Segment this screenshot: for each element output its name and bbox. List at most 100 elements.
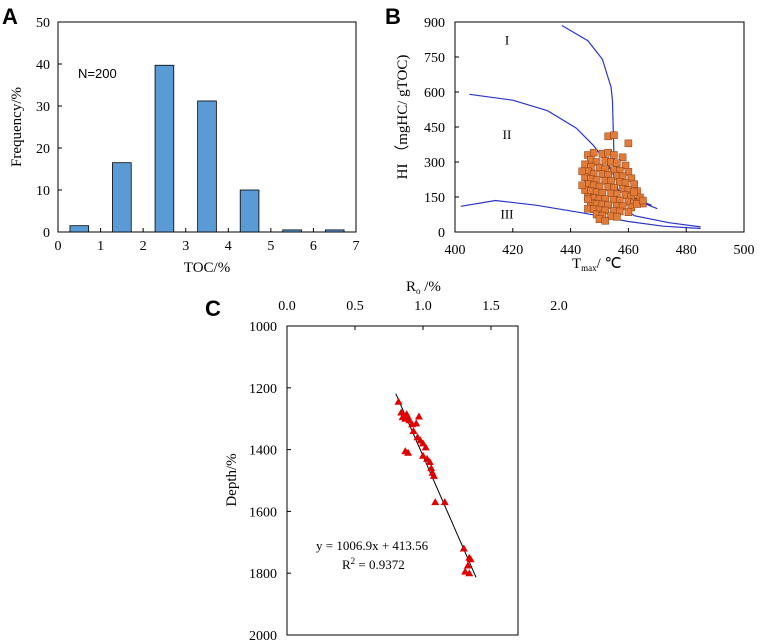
chart-a-x-tick-label: 4	[225, 239, 232, 254]
chart-c-point	[414, 412, 423, 420]
chart-b-y-tick-label: 0	[438, 226, 445, 241]
chart-b-x-tick-label: 480	[676, 243, 697, 258]
chart-b-point	[584, 195, 592, 204]
chart-c-point	[425, 457, 434, 465]
chart-c-x-tick-label: 1.0	[414, 299, 432, 314]
chart-b-x-tick-label: 440	[560, 243, 581, 258]
chart-b-point	[639, 196, 647, 205]
chart-a-x-tick-label: 3	[182, 239, 189, 254]
chart-c-point	[440, 498, 449, 506]
chart-a-y-ticks: 0 10 20 30 40 50	[36, 16, 62, 241]
chart-b-point	[601, 217, 610, 225]
chart-b-y-axis-title: HI （mgHC/ gTOC)	[394, 55, 411, 180]
chart-c-point	[419, 451, 427, 459]
chart-a-sample-count: N=200	[78, 66, 117, 81]
chart-c-y-ticks: 1000 1200 1400 1600 1800 2000	[249, 320, 291, 643]
chart-b-x-tick-label: 400	[445, 243, 466, 258]
chart-b-y-tick-label: 150	[424, 191, 445, 206]
chart-c-x-tick-label: 1.5	[482, 299, 500, 314]
chart-a-bar	[239, 189, 260, 233]
chart-c-plot-frame	[286, 325, 519, 636]
chart-b-point	[624, 208, 633, 216]
chart-a-x-tick-label: 0	[55, 239, 62, 254]
chart-b-point	[630, 188, 638, 197]
chart-c-point	[394, 397, 403, 405]
chart-a-y-tick-label: 10	[36, 184, 50, 199]
chart-a-bar	[197, 100, 217, 233]
chart-a-y-tick-label: 40	[36, 58, 50, 73]
chart-c-equation: y = 1006.9x + 413.56	[316, 538, 429, 553]
chart-c-x-axis-sub: o	[416, 286, 421, 296]
chart-c-r2-value: = 0.9372	[355, 557, 405, 572]
chart-c-y-tick-label: 1000	[249, 320, 277, 335]
chart-c-point	[421, 443, 430, 451]
chart-c-y-tick-label: 1200	[249, 382, 277, 397]
chart-b-point	[578, 181, 586, 190]
chart-c-y-tick-label: 1800	[249, 567, 277, 582]
chart-c-point	[427, 464, 436, 472]
chart-b-zone-label: I	[505, 33, 509, 48]
chart-b-x-axis-main: T	[572, 256, 581, 272]
chart-c-r2-label: R	[342, 557, 351, 572]
chart-b-x-axis-sub: max	[581, 263, 597, 273]
chart-c-point	[409, 427, 418, 435]
chart-b-y-tick-label: 900	[424, 16, 445, 31]
chart-c-point	[419, 439, 427, 447]
chart-a-bars	[69, 64, 345, 233]
chart-a-y-tick-label: 30	[36, 100, 50, 115]
chart-a-y-tick-label: 50	[36, 16, 50, 31]
chart-b-point	[610, 131, 618, 139]
chart-c-x-axis-unit: /%	[421, 279, 441, 295]
chart-c-point	[466, 555, 475, 563]
chart-a-x-tick-label: 6	[310, 239, 317, 254]
chart-c-point	[412, 419, 421, 427]
chart-b-x-tick-label: 420	[502, 243, 523, 258]
chart-c-points	[394, 397, 475, 577]
chart-b-x-ticks: 400 420 440 460 480 500	[445, 228, 755, 258]
chart-b-y-ticks: 0 150 300 450 600 750 900	[424, 16, 459, 241]
chart-c-x-axis-title: Ro /%	[406, 279, 441, 296]
chart-c-point	[459, 544, 468, 552]
chart-c-point	[401, 447, 410, 455]
chart-b-point	[624, 139, 633, 148]
chart-a-bar	[324, 229, 345, 233]
chart-a-x-tick-label: 5	[267, 239, 274, 254]
chart-b-point	[618, 153, 627, 162]
chart-a-x-tick-label: 2	[140, 239, 147, 254]
chart-a-x-ticks: 0 1 2 3 4 5 6 7	[55, 228, 360, 254]
chart-c-point	[431, 498, 440, 506]
chart-c-y-tick-label: 1400	[249, 444, 277, 459]
chart-a: A 0 1 2 3 4 5 6 7 0 10 20 30 40 50 N=200 TOC/% Frequ…	[2, 4, 360, 276]
chart-c: C Ro /% 0.0 0.5 1.0 1.5 2.0 1000 1200 1400 1600…	[205, 279, 568, 643]
chart-a-x-tick-label: 1	[97, 239, 104, 254]
chart-b-point	[589, 148, 598, 157]
chart-b-curve-type-III	[460, 199, 701, 230]
chart-b-point	[578, 167, 586, 176]
chart-c-point	[465, 569, 474, 577]
chart-c-point	[429, 471, 438, 479]
chart-a-y-tick-label: 0	[43, 226, 50, 241]
panel-letter-c: C	[205, 296, 221, 321]
chart-b-point	[613, 159, 621, 167]
chart-a-x-axis-title: TOC/%	[184, 260, 230, 276]
chart-c-r-squared: R2 = 0.9372	[342, 556, 405, 572]
chart-a-bar	[154, 64, 175, 233]
chart-a-x-tick-label: 7	[353, 239, 360, 254]
chart-a-bar	[69, 225, 90, 233]
chart-c-y-axis-title: Depth/%	[224, 453, 240, 506]
chart-b-y-tick-label: 600	[424, 86, 445, 101]
chart-b-x-axis-unit: / ℃	[597, 256, 622, 272]
chart-b-x-tick-label: 500	[734, 243, 755, 258]
chart-a-y-tick-label: 20	[36, 142, 50, 157]
chart-c-x-tick-label: 0.0	[278, 299, 296, 314]
chart-b-kerogen-curves	[460, 24, 701, 230]
chart-c-x-axis-main: R	[406, 279, 416, 295]
chart-b-x-axis-title: Tmax/ ℃	[572, 256, 621, 273]
chart-c-x-tick-label: 0.5	[346, 299, 364, 314]
chart-b-y-tick-label: 750	[424, 51, 445, 66]
chart-b-y-tick-label: 450	[424, 121, 445, 136]
chart-b-point	[610, 151, 618, 159]
